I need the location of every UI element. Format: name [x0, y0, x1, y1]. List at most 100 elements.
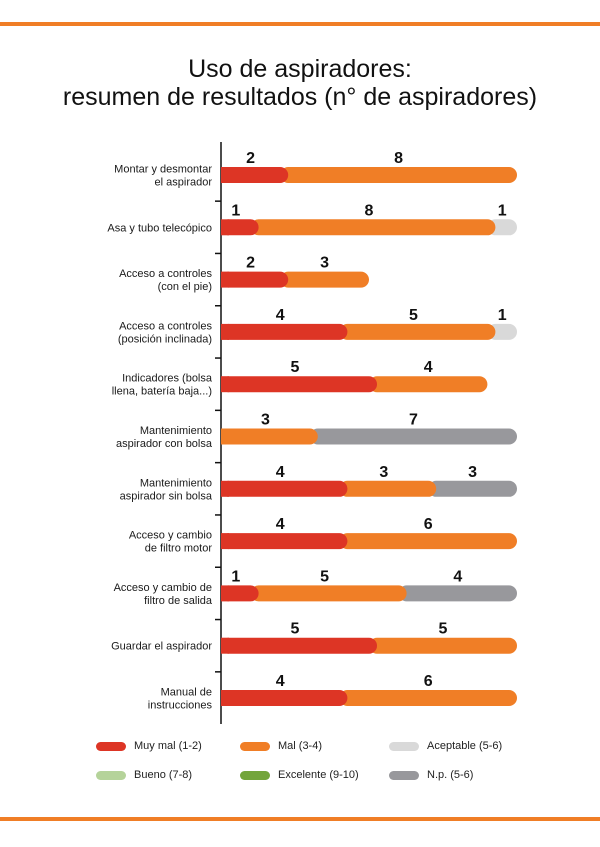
category-label-line: Asa y tubo telecópico: [107, 222, 212, 234]
bar-segment: [339, 533, 517, 550]
category-label-line: Guardar el aspirador: [111, 641, 212, 653]
legend-label-bueno: Bueno (7-8): [134, 769, 193, 781]
bar-value-label: 3: [468, 464, 477, 481]
category-label: Acceso a controles (con el pie): [119, 268, 212, 293]
category-label-line: Acceso y cambio de: [114, 582, 212, 594]
legend-swatch-mal: [240, 741, 270, 751]
category-label: Guardar el aspirador: [111, 641, 212, 653]
legend-label-np: N.p. (5-6): [427, 769, 474, 781]
legend-swatch-muy-mal: [96, 741, 126, 751]
bar-value-label: 7: [409, 412, 418, 429]
category-label-line: instrucciones: [148, 700, 213, 712]
legend-label-excelente: Excelente (9-10): [278, 769, 359, 781]
category-label-line: Montar y desmontar: [114, 164, 212, 176]
bar-value-label: 4: [276, 516, 285, 533]
chart-title: Uso de aspiradores: resumen de resultado…: [0, 55, 600, 111]
bar-segment-left-cap: [221, 323, 229, 340]
category-label: Indicadores (bolsa llena, batería baja...…: [112, 373, 213, 398]
bar-value-label: 3: [320, 255, 329, 272]
category-label: Acceso y cambio de filtro motor: [129, 530, 212, 555]
bar-segment-left-cap: [221, 637, 229, 654]
category-label-line: filtro de salida: [144, 595, 213, 607]
category-label-line: Mantenimiento: [140, 477, 212, 489]
legend-item-bueno: Bueno (7-8): [96, 769, 192, 781]
bar-segment: [280, 271, 369, 288]
category-label: Manual de instrucciones: [148, 687, 213, 712]
category-label: Mantenimiento aspirador sin bolsa: [120, 477, 213, 502]
bar-segment: [250, 219, 496, 236]
bar-value-label: 2: [246, 255, 255, 272]
bar-value-label: 4: [424, 359, 433, 376]
category-label-line: de filtro motor: [145, 543, 213, 555]
category-label-line: Acceso a controles: [119, 320, 212, 332]
legend-item-np: N.p. (5-6): [389, 769, 473, 781]
category-label-line: Acceso a controles: [119, 268, 212, 280]
bar-value-label: 2: [246, 150, 255, 167]
bar-value-label: 5: [439, 621, 448, 638]
legend-label-muy-mal: Muy mal (1-2): [134, 740, 202, 752]
category-label: Mantenimiento aspirador con bolsa: [116, 425, 213, 450]
bar-segment: [339, 480, 437, 497]
legend-item-mal: Mal (3-4): [240, 740, 322, 752]
bar-segment: [221, 637, 377, 654]
bar-segment: [309, 428, 517, 445]
legend-label-mal: Mal (3-4): [278, 740, 323, 752]
category-label: Asa y tubo telecópico: [107, 222, 212, 234]
bar-segment: [221, 428, 318, 445]
chart-legend: Muy mal (1-2) Mal (3-4) Aceptable (5-6) …: [0, 736, 600, 796]
bar-segment: [221, 323, 348, 340]
bar-segment: [221, 585, 259, 602]
legend-item-excelente: Excelente (9-10): [240, 769, 359, 781]
bar-segment: [221, 480, 348, 497]
category-label-line: Mantenimiento: [140, 425, 212, 437]
legend-label-aceptable: Aceptable (5-6): [427, 740, 503, 752]
bar-value-label: 5: [409, 307, 418, 324]
bar-value-label: 1: [498, 202, 507, 219]
bar-segment: [398, 585, 517, 602]
legend-swatch-np: [389, 770, 419, 780]
category-label-line: el aspirador: [155, 177, 213, 189]
bar-segment-left-cap: [221, 690, 229, 706]
bar-segment: [221, 219, 259, 236]
category-label-line: Acceso y cambio: [129, 530, 212, 542]
bar-segment-left-cap: [221, 585, 229, 602]
bar-segment-left-cap: [221, 219, 229, 236]
category-label-line: Indicadores (bolsa: [122, 373, 213, 385]
bar-value-label: 5: [291, 621, 300, 638]
category-label: Acceso y cambio de filtro de salida: [114, 582, 213, 607]
bar-segment-left-cap: [221, 167, 229, 183]
legend-item-aceptable: Aceptable (5-6): [389, 740, 502, 752]
bar-value-label: 4: [276, 464, 285, 481]
legend-swatch-aceptable: [389, 741, 419, 751]
bottom-accent-rule: [0, 817, 600, 821]
bar-value-label: 1: [498, 307, 507, 324]
bar-segment: [250, 585, 407, 602]
category-label-line: aspirador con bolsa: [116, 438, 213, 450]
legend-item-muy-mal: Muy mal (1-2): [96, 740, 202, 752]
bar-segment: [221, 690, 348, 706]
bar-segment: [221, 167, 289, 183]
bar-segment: [339, 323, 496, 340]
bar-segment: [369, 376, 488, 393]
bar-value-label: 5: [320, 568, 329, 585]
chart-title-line1: Uso de aspiradores:: [188, 55, 412, 83]
bar-segment: [221, 271, 289, 288]
legend-swatch-excelente: [240, 770, 270, 780]
bar-value-label: 4: [453, 568, 462, 585]
category-label: Montar y desmontar el aspirador: [114, 164, 212, 189]
bar-segment-left-cap: [221, 480, 229, 497]
bar-value-label: 4: [276, 307, 285, 324]
bar-segment: [339, 690, 517, 706]
bar-segment: [221, 533, 348, 550]
bar-value-label: 1: [231, 568, 240, 585]
bar-segment: [487, 219, 517, 236]
bar-value-label: 6: [424, 673, 433, 690]
bar-value-label: 3: [261, 412, 270, 429]
category-label: Acceso a controles (posición inclinada): [118, 320, 213, 345]
bar-value-label: 8: [394, 150, 403, 167]
category-label-line: (posición inclinada): [118, 333, 212, 345]
category-label-line: aspirador sin bolsa: [120, 490, 213, 502]
category-label-line: Manual de: [161, 687, 212, 699]
bar-value-label: 4: [276, 673, 285, 690]
